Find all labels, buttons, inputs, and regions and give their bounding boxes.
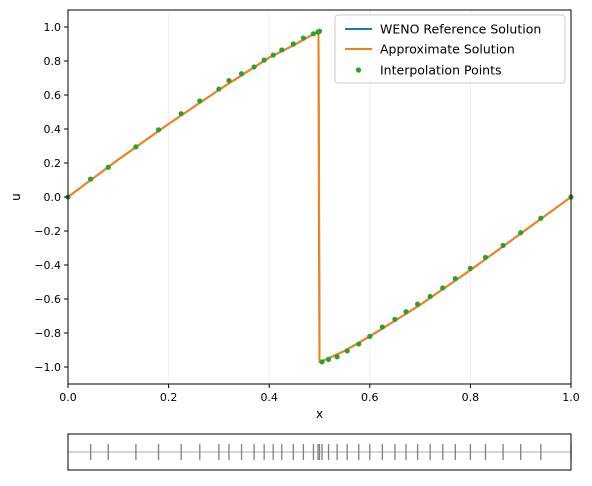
interpolation-point (325, 356, 332, 362)
x-tick-label: 1.0 (562, 391, 580, 404)
interpolation-point (105, 164, 111, 170)
interpolation-point (270, 52, 276, 58)
interpolation-point (316, 28, 323, 34)
legend: WENO Reference Solution Approximate Solu… (334, 14, 566, 84)
interpolation-point (300, 35, 306, 41)
interpolation-point (178, 111, 184, 117)
interpolation-point (379, 324, 385, 330)
interpolation-point (238, 71, 245, 77)
y-tick-label: −0.2 (34, 225, 61, 238)
legend-label-approximate: Approximate Solution (380, 42, 515, 57)
interpolation-point (334, 354, 340, 360)
interpolation-point (403, 309, 409, 315)
y-tick-label: −1.0 (34, 361, 61, 374)
rug-marks (89, 444, 572, 460)
legend-swatch-interpolation-points (355, 67, 362, 73)
y-tick-label: −0.6 (34, 293, 61, 306)
interpolation-point (414, 301, 421, 307)
y-tick-label: 0.6 (44, 89, 62, 102)
interpolation-point (344, 348, 350, 354)
y-tick-label: 1.0 (44, 21, 62, 34)
interpolation-point (261, 57, 267, 63)
legend-label-weno-reference: WENO Reference Solution (380, 22, 541, 37)
interpolation-point (216, 86, 222, 92)
interpolation-point (226, 77, 232, 84)
y-tick-label: −0.4 (34, 259, 61, 272)
main-series (65, 28, 574, 365)
x-axis-label: x (316, 407, 323, 421)
interpolation-point (427, 293, 433, 300)
y-tick-label: 0.8 (44, 55, 62, 68)
interpolation-point (197, 98, 203, 104)
y-tick-label: 0.4 (44, 123, 62, 136)
y-tick-label: 0.0 (44, 191, 62, 204)
interpolation-point (452, 276, 458, 282)
interpolation-point (356, 341, 362, 347)
x-tick-label: 0.0 (59, 391, 77, 404)
x-tick-label: 0.6 (361, 391, 379, 404)
interpolation-point (482, 254, 489, 260)
legend-label-interpolation-points: Interpolation Points (380, 63, 502, 78)
interpolation-point (88, 176, 94, 182)
x-tick-label: 0.4 (260, 391, 278, 404)
interpolation-point (310, 31, 317, 37)
interpolation-point (500, 242, 506, 249)
interpolation-point (290, 41, 296, 47)
interpolation-point (133, 144, 139, 150)
interpolation-point (440, 285, 446, 291)
interpolation-point (392, 316, 398, 322)
main-y-axis: −1.0 −0.8 −0.6 −0.4 −0.2 0.0 0.2 0.4 0.6 0.8 1.0 (34, 21, 68, 374)
x-tick-label: 0.2 (160, 391, 178, 404)
y-tick-label: 0.2 (44, 157, 62, 170)
interpolation-point (367, 333, 373, 339)
x-tick-label: 0.8 (462, 391, 480, 404)
y-axis-label: u (9, 193, 23, 201)
interpolation-point (467, 265, 473, 271)
interpolation-point (155, 127, 162, 133)
y-tick-label: −0.8 (34, 327, 61, 340)
legend-box (334, 14, 566, 84)
main-x-axis: 0.0 0.2 0.4 0.6 0.8 1.0 (59, 384, 580, 404)
interpolation-point (538, 215, 544, 221)
interpolation-point (518, 230, 524, 236)
interpolation-point (251, 64, 257, 70)
interpolation-point (319, 359, 325, 365)
rug-plot-frame (67, 433, 572, 471)
interpolation-point (279, 47, 285, 53)
